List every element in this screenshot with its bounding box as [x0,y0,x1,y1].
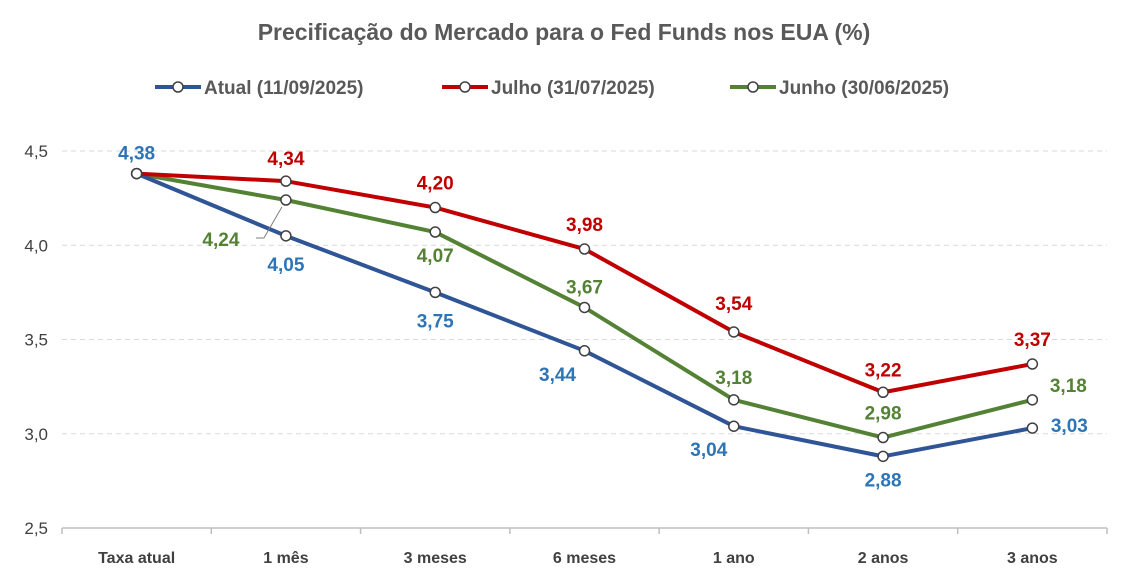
y-tick-label: 3,5 [24,331,48,350]
data-point [280,175,292,187]
x-tick-label: 1 ano [713,550,755,567]
data-point [429,226,441,238]
data-point [877,431,889,444]
x-tick-label: Taxa atual [98,550,175,567]
y-tick-label: 4,0 [24,236,48,255]
leader-line [255,206,283,239]
data-label: 4,38 [118,144,155,165]
data-point [1026,358,1039,370]
x-tick-label: 1 mês [263,550,308,567]
data-label: 4,24 [202,230,239,251]
data-point [280,230,292,242]
data-label: 4,20 [417,174,454,195]
legend-label: Junho (30/06/2025) [779,78,949,99]
legend-item: Atual (11/09/2025) [155,78,363,99]
legend-marker [172,81,184,93]
x-tick-label: 3 meses [404,550,467,567]
data-point [1026,394,1039,406]
y-tick-label: 3,0 [24,425,48,444]
data-point [877,386,889,399]
data-label: 3,54 [715,294,752,315]
legend-marker [747,81,759,93]
chart-title: Precificação do Mercado para o Fed Funds… [258,19,871,45]
data-label: 3,75 [417,311,454,332]
data-point [578,301,591,314]
x-tick-label: 2 anos [858,550,909,567]
legend-item: Julho (31/07/2025) [442,78,655,99]
data-point [280,194,292,206]
data-label: 4,34 [267,149,304,170]
data-label: 2,88 [865,470,902,491]
legend-marker [459,81,471,93]
data-label: 3,44 [539,365,576,386]
data-labels: 4,38 4,05 3,75 3,44 3,04 2,88 3,03 4,34 4,20 3,98… [118,144,1088,492]
x-tick-label: 3 anos [1007,550,1058,567]
data-point [429,286,441,299]
legend: Atual (11/09/2025) Julho (31/07/2025) Junh… [155,78,949,99]
y-tick-label: 2,5 [24,519,48,538]
data-point [578,345,591,357]
data-point [728,326,740,338]
axes: 2,5 3,0 3,5 4,0 4,5 Taxa atual 1 mês 3 meses 6 m… [24,142,1108,567]
data-label: 3,37 [1014,330,1051,351]
data-label: 3,22 [865,360,902,381]
data-label: 3,98 [566,215,603,236]
x-tick-label: 6 meses [553,550,616,567]
data-point [728,394,740,406]
data-point [130,167,143,180]
legend-label: Atual (11/09/2025) [204,78,363,99]
data-label: 3,03 [1051,416,1088,437]
legend-label: Julho (31/07/2025) [491,78,655,99]
data-point [578,243,591,255]
series-group [130,167,1039,463]
data-point [728,420,740,432]
data-label: 3,04 [690,440,727,461]
data-label: 3,18 [715,368,752,389]
data-label: 4,05 [267,255,304,276]
data-point [429,201,441,214]
data-label: 3,18 [1050,376,1087,397]
data-label: 2,98 [865,404,902,425]
legend-item: Junho (30/06/2025) [730,78,949,99]
data-point [877,450,889,463]
y-tick-label: 4,5 [24,142,48,161]
data-point [1026,422,1039,434]
data-label: 3,67 [566,277,603,298]
data-label: 4,07 [417,246,454,267]
